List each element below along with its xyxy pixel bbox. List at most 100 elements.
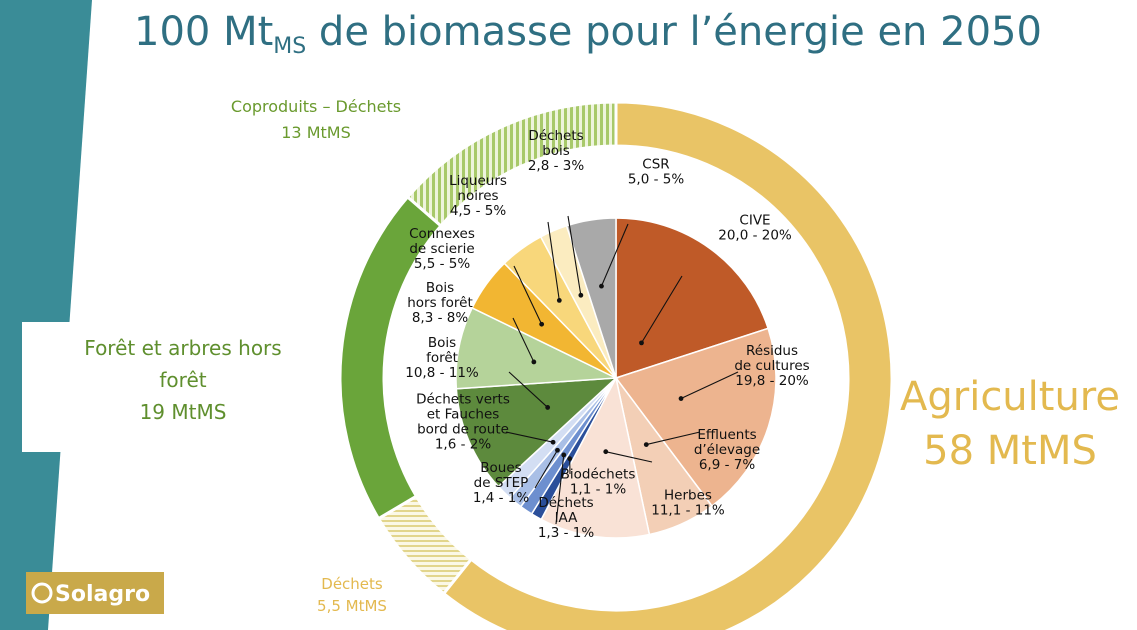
pie-slice-8 xyxy=(455,377,619,488)
group-label-line: 58 MtMS xyxy=(923,428,1097,474)
leader-line-3 xyxy=(605,451,653,463)
slice-label-line: 19,8 - 20% xyxy=(735,373,809,389)
slice-label-0: CIVE 20,0 - 20% xyxy=(718,213,792,244)
slice-label-line: 1,6 - 2% xyxy=(435,437,492,453)
group-label-line: 13 MtMS xyxy=(281,123,350,142)
leader-dot-6 xyxy=(555,447,560,453)
group-label-foret: Forêt et arbres hors forêt 19 MtMS xyxy=(84,336,281,424)
slice-label-line: bord de route xyxy=(417,422,509,438)
leader-dot-7 xyxy=(550,439,556,445)
group-label-line: 5,5 MtMS xyxy=(317,597,387,615)
leader-line-13 xyxy=(600,223,629,287)
slice-labels: CIVE 20,0 - 20% Résidus de cultures 19,8 - 2… xyxy=(405,128,809,541)
group-label-line: Agriculture xyxy=(900,374,1120,420)
leader-line-5 xyxy=(555,454,565,525)
chart-title: 100 MtMS de biomasse pour l’énergie en 2… xyxy=(134,9,1042,59)
slice-label-line: et Fauches xyxy=(427,407,500,423)
slice-label-13: CSR 5,0 - 5% xyxy=(628,157,685,188)
leader-line-0 xyxy=(641,275,683,344)
slice-label-line: Effluents xyxy=(697,427,756,443)
slice-label-line: 1,3 - 1% xyxy=(538,525,595,541)
white-cutout xyxy=(22,322,322,452)
title-sub: MS xyxy=(273,34,306,59)
pie-slice-3 xyxy=(540,375,651,539)
group-label-dechets: Déchets 5,5 MtMS xyxy=(317,575,387,615)
slice-label-2: Effluents d’élevage 6,9 - 7% xyxy=(694,427,760,473)
slice-label-line: hors forêt xyxy=(407,295,473,311)
slice-label-4: Biodéchets 1,1 - 1% xyxy=(561,467,636,498)
leader-line-1 xyxy=(680,371,739,400)
slice-label-7: Déchets verts et Fauches bord de route 1,6 … xyxy=(416,392,510,453)
leader-dot-4 xyxy=(567,456,573,462)
slice-label-6: Boues de STEP 1,4 - 1% xyxy=(473,460,530,506)
leader-dot-10 xyxy=(539,321,545,327)
slice-label-1: Résidus de cultures 19,8 - 20% xyxy=(734,343,809,389)
logo-mark-icon xyxy=(31,582,53,604)
slice-label-line: Biodéchets xyxy=(561,467,636,483)
leader-line-6 xyxy=(534,449,558,489)
slice-label-line: 1,4 - 1% xyxy=(473,490,530,506)
pie-slice-13 xyxy=(565,217,617,379)
slice-label-line: forêt xyxy=(426,350,458,366)
slice-label-line: 11,1 - 11% xyxy=(651,503,725,519)
slice-label-line: CIVE xyxy=(739,213,770,229)
pie-slice-0 xyxy=(615,217,770,380)
slice-label-line: 8,3 - 8% xyxy=(412,310,469,326)
slice-label-line: IAA xyxy=(555,510,579,526)
leader-line-2 xyxy=(646,431,701,446)
inner-pie xyxy=(455,217,777,539)
title-rest: de biomasse pour l’énergie en 2050 xyxy=(306,9,1042,55)
leader-line-7 xyxy=(505,431,554,443)
leader-dot-1 xyxy=(678,396,684,401)
slice-label-line: 5,5 - 5% xyxy=(414,256,471,272)
slice-label-12: Déchets bois 2,8 - 3% xyxy=(528,128,585,174)
group-label-line: Forêt et arbres hors xyxy=(84,336,281,360)
slice-label-line: 2,8 - 3% xyxy=(528,158,585,174)
slice-label-line: Bois xyxy=(426,280,454,296)
group-labels: Agriculture 58 MtMS Déchets 5,5 MtMS Forêt e… xyxy=(84,97,1120,615)
slice-label-line: Bois xyxy=(428,335,456,351)
leader-dot-3 xyxy=(603,449,609,455)
slice-label-line: de STEP xyxy=(474,475,529,491)
slice-label-line: Déchets verts xyxy=(416,392,510,408)
leader-dot-13 xyxy=(599,283,604,289)
group-label-coproduits: Coproduits – Déchets 13 MtMS xyxy=(231,97,401,142)
ring-segment-agriculture xyxy=(441,100,894,630)
leader-line-12 xyxy=(567,215,582,296)
leader-dot-5 xyxy=(561,452,567,458)
slice-label-line: 20,0 - 20% xyxy=(718,228,792,244)
slice-label-line: noires xyxy=(457,188,498,204)
group-label-line: Coproduits – Déchets xyxy=(231,97,401,116)
logo-text: Solagro xyxy=(55,582,150,607)
slice-label-line: 5,0 - 5% xyxy=(628,172,685,188)
outer-ring xyxy=(338,100,894,630)
leader-line-8 xyxy=(508,371,549,408)
leader-dot-2 xyxy=(643,442,649,447)
slice-label-5: Déchets IAA 1,3 - 1% xyxy=(538,495,595,541)
group-label-line: 19 MtMS xyxy=(140,400,227,424)
slice-label-line: Liqueurs xyxy=(449,173,507,189)
slice-label-line: de scierie xyxy=(409,241,474,257)
slice-label-line: 4,5 - 5% xyxy=(450,203,507,219)
slice-label-line: de cultures xyxy=(734,358,809,374)
group-label-line: Déchets xyxy=(321,575,383,593)
slice-label-line: Déchets xyxy=(528,128,583,144)
slice-label-line: Résidus xyxy=(746,343,798,359)
leader-dot-9 xyxy=(531,359,537,365)
ring-segment-coproduits xyxy=(405,100,618,228)
title-main: 100 Mt xyxy=(134,9,273,55)
slice-label-line: d’élevage xyxy=(694,442,760,458)
slice-label-11: Liqueurs noires 4,5 - 5% xyxy=(449,173,507,219)
leader-line-9 xyxy=(512,317,535,363)
leader-line-11 xyxy=(547,221,560,301)
slice-label-line: Boues xyxy=(480,460,521,476)
leader-lines xyxy=(505,215,739,525)
group-label-agriculture: Agriculture 58 MtMS xyxy=(900,374,1120,474)
slice-label-line: Déchets xyxy=(538,495,593,511)
slice-label-line: Connexes xyxy=(409,226,475,242)
group-label-line: forêt xyxy=(159,368,206,392)
leader-dot-12 xyxy=(578,292,584,298)
leader-dot-11 xyxy=(556,297,562,303)
slice-label-line: 1,1 - 1% xyxy=(570,482,627,498)
